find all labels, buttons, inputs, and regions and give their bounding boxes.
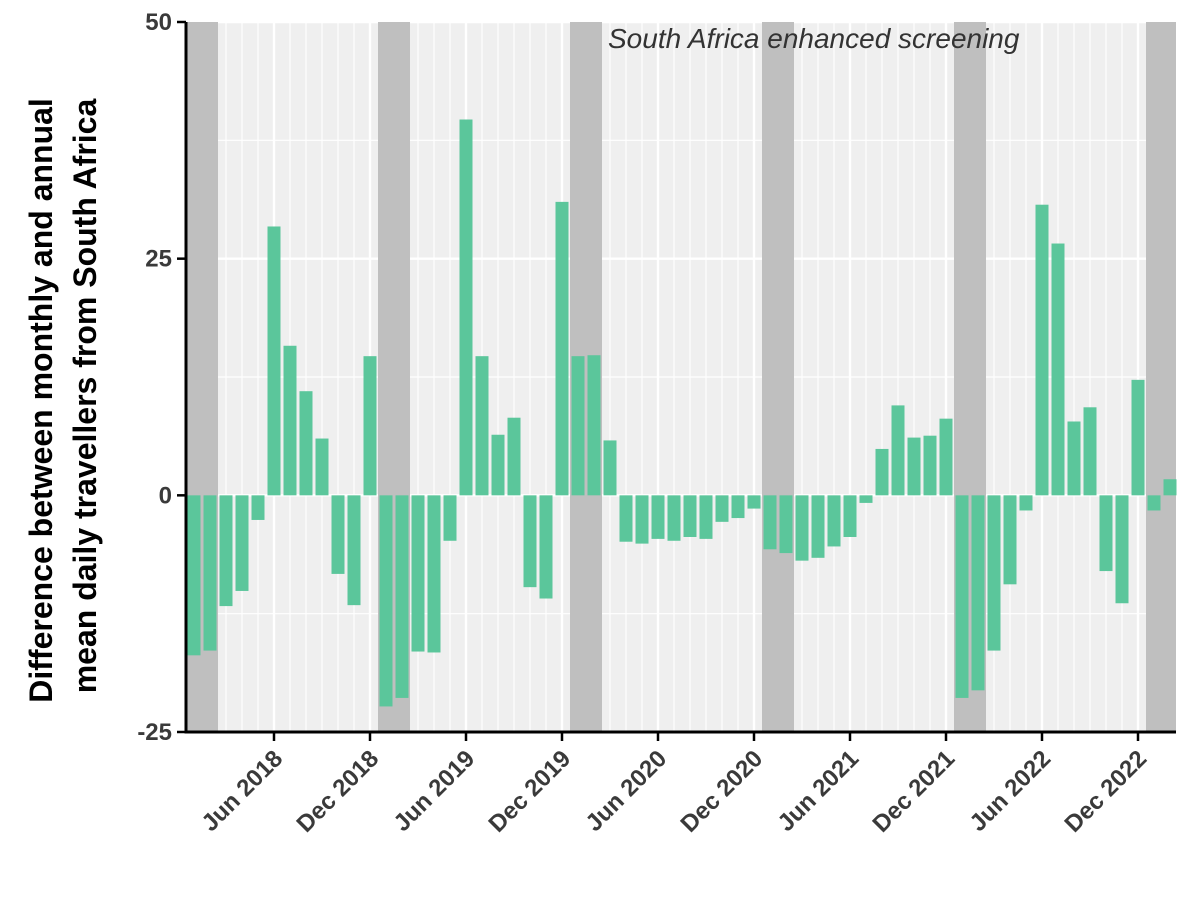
x-tick-label: Jun 2022 xyxy=(965,745,1057,837)
x-tick-label: Dec 2022 xyxy=(1060,745,1153,838)
bar xyxy=(875,448,889,496)
bar xyxy=(683,495,697,537)
bar xyxy=(779,495,793,554)
bar xyxy=(507,417,521,496)
bar xyxy=(1067,421,1081,496)
bar xyxy=(955,495,969,698)
bar xyxy=(731,495,745,519)
bar xyxy=(379,495,393,707)
bar xyxy=(699,495,713,539)
x-tick-label: Dec 2021 xyxy=(868,745,961,838)
bar xyxy=(283,345,297,496)
bar xyxy=(939,418,953,496)
bar xyxy=(619,495,633,542)
bar xyxy=(891,405,905,496)
x-tick-label: Jun 2021 xyxy=(773,745,865,837)
bar xyxy=(763,495,777,550)
bar xyxy=(827,495,841,547)
bar xyxy=(715,495,729,522)
bar xyxy=(1019,495,1033,511)
y-axis-title-line-1: Difference between monthly and annual xyxy=(23,98,59,703)
bar xyxy=(331,495,345,574)
y-axis-title-line-2: mean daily travellers from South Africa xyxy=(67,99,103,694)
bar xyxy=(923,435,937,496)
bar xyxy=(539,495,553,599)
axes xyxy=(177,20,1176,741)
bar xyxy=(1051,243,1065,496)
x-tick-labels: Jun 2018 Dec 2018 Jun 2019 Dec 2019 Jun 2020… xyxy=(197,745,1153,838)
bar xyxy=(1003,495,1017,585)
bar xyxy=(603,440,617,496)
y-tick-label: -25 xyxy=(137,719,172,746)
y-axis-title: Difference between monthly and annual me… xyxy=(23,89,103,702)
bar xyxy=(1163,479,1177,496)
bar xyxy=(363,356,377,496)
x-tick-label: Dec 2020 xyxy=(676,745,769,838)
bar xyxy=(491,434,505,496)
bar xyxy=(587,355,601,496)
bar xyxy=(523,495,537,588)
bar xyxy=(187,495,201,656)
bar xyxy=(267,226,281,496)
bar xyxy=(1131,379,1145,496)
bar xyxy=(347,495,361,606)
bar xyxy=(1099,495,1113,572)
x-tick-label: Jun 2018 xyxy=(197,745,289,837)
bar xyxy=(395,495,409,698)
y-tick-label: 50 xyxy=(145,9,172,36)
bar xyxy=(203,495,217,651)
bar xyxy=(475,356,489,496)
bar xyxy=(235,495,249,591)
bar xyxy=(219,495,233,607)
bar xyxy=(251,495,265,520)
shaded-period xyxy=(1146,22,1176,732)
bar xyxy=(571,356,585,496)
x-tick-label: Dec 2018 xyxy=(292,745,385,838)
bar xyxy=(459,119,473,496)
bar xyxy=(907,437,921,496)
y-tick-labels: -25 0 25 50 xyxy=(137,9,172,746)
bar xyxy=(1083,407,1097,496)
bars xyxy=(187,119,1177,707)
bar xyxy=(1115,495,1129,604)
y-tick-label: 25 xyxy=(145,246,172,273)
bar xyxy=(1035,204,1049,496)
bar xyxy=(811,495,825,558)
bar xyxy=(315,438,329,496)
x-tick-label: Jun 2020 xyxy=(581,745,673,837)
bar xyxy=(747,495,761,509)
x-tick-label: Dec 2019 xyxy=(484,745,577,838)
bar xyxy=(411,495,425,652)
bar xyxy=(651,495,665,539)
bar xyxy=(795,495,809,561)
bar xyxy=(427,495,441,653)
bar xyxy=(987,495,1001,651)
bar xyxy=(443,495,457,541)
annotation-label: South Africa enhanced screening xyxy=(608,23,1020,54)
bar xyxy=(843,495,857,537)
bar xyxy=(299,391,313,496)
bar xyxy=(635,495,649,544)
x-tick-label: Jun 2019 xyxy=(389,745,481,837)
bar xyxy=(971,495,985,691)
bar xyxy=(1147,495,1161,511)
bar xyxy=(667,495,681,541)
bar xyxy=(859,495,873,503)
y-tick-label: 0 xyxy=(159,482,172,509)
bar xyxy=(555,201,569,496)
shaded-period xyxy=(762,22,794,732)
